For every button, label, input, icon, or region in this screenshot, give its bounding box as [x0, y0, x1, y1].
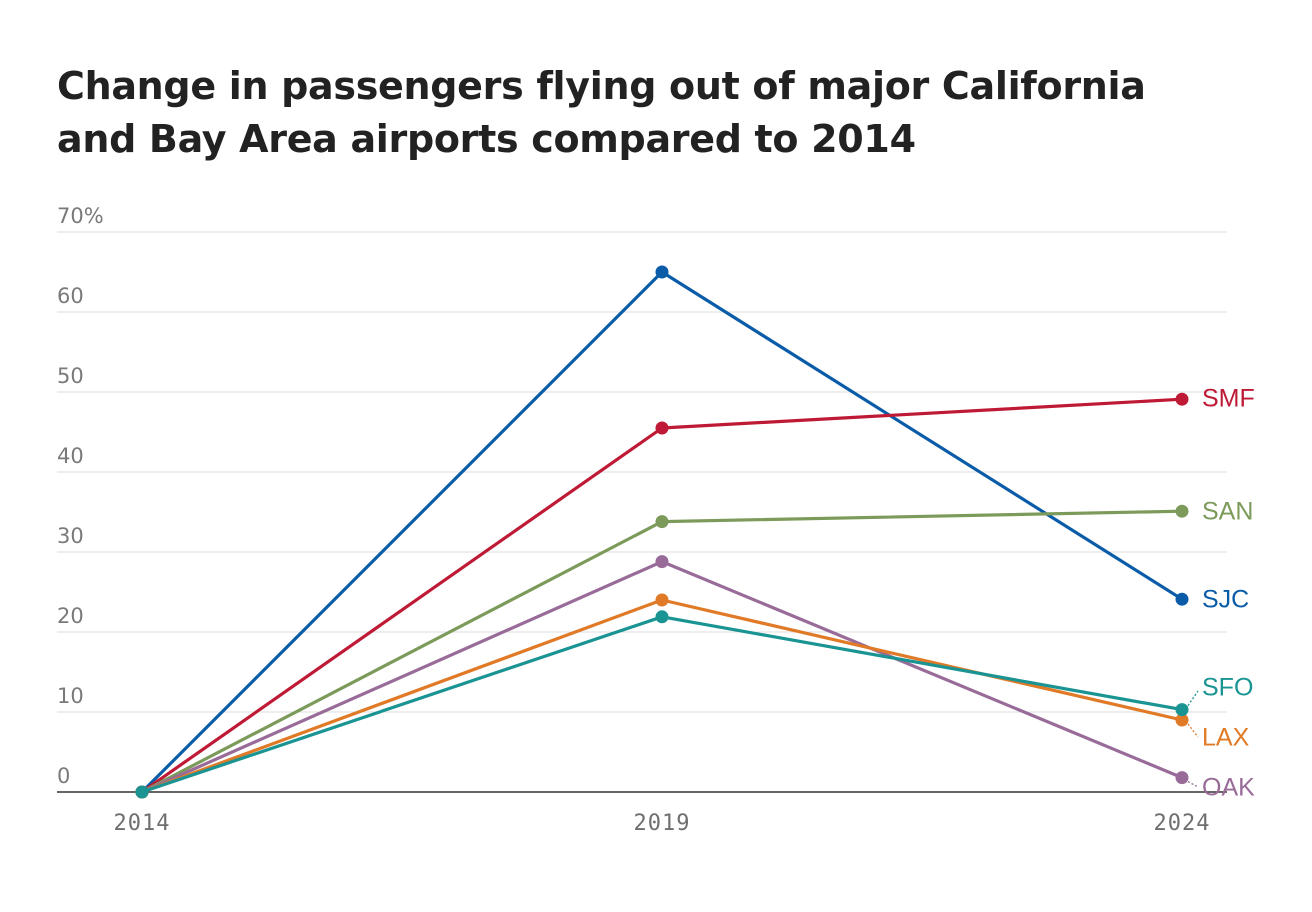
data-point-oak-2019 — [655, 555, 669, 569]
series-label-lax: LAX — [1202, 724, 1250, 752]
grid-lines — [57, 231, 1227, 793]
leader-line-oak — [1187, 781, 1199, 788]
data-point-san-2024 — [1175, 504, 1189, 518]
x-tick-label: 2014 — [114, 811, 171, 836]
leader-line-lax — [1187, 723, 1199, 738]
series-label-oak: OAK — [1202, 774, 1255, 802]
y-tick-label: 40 — [57, 444, 84, 468]
series-labels: SJC SMF SAN OAK LAX SFO — [1187, 385, 1255, 802]
y-tick-label: 70% — [57, 204, 104, 228]
y-tick-label: 10 — [57, 684, 84, 708]
data-point-san-2019 — [655, 515, 669, 529]
y-axis-ticks: 70% 60 50 40 30 20 10 0 — [57, 204, 104, 788]
series-label-san: SAN — [1202, 498, 1253, 526]
series-line-lax — [140, 598, 1184, 794]
x-tick-label: 2024 — [1154, 811, 1211, 836]
data-point-sfo-2024 — [1175, 703, 1189, 717]
chart-title: Change in passengers flying out of major… — [57, 64, 1146, 161]
y-tick-label: 60 — [57, 284, 84, 308]
data-point-oak-2024 — [1175, 771, 1189, 785]
series-label-smf: SMF — [1202, 385, 1255, 413]
data-point-sjc-2019 — [655, 265, 669, 279]
data-point-sfo-2014 — [135, 785, 149, 799]
y-tick-label: 30 — [57, 524, 84, 548]
series-label-sfo: SFO — [1202, 674, 1253, 702]
x-axis-ticks: 2014 2019 2024 — [114, 811, 1211, 836]
series-line-san — [140, 509, 1184, 794]
data-point-smf-2019 — [655, 421, 669, 435]
data-point-lax-2019 — [655, 593, 669, 607]
data-point-sjc-2024 — [1175, 592, 1189, 606]
series-line-sfo — [140, 615, 1184, 794]
data-point-smf-2024 — [1175, 392, 1189, 406]
y-tick-label: 0 — [57, 764, 70, 788]
leader-line-sfo — [1187, 690, 1199, 706]
series-group — [135, 265, 1189, 799]
x-tick-label: 2019 — [634, 811, 691, 836]
y-tick-label: 20 — [57, 604, 84, 628]
series-label-sjc: SJC — [1202, 586, 1249, 614]
data-point-sfo-2019 — [655, 610, 669, 624]
y-tick-label: 50 — [57, 364, 84, 388]
data-point-lax-2024 — [1175, 713, 1189, 727]
